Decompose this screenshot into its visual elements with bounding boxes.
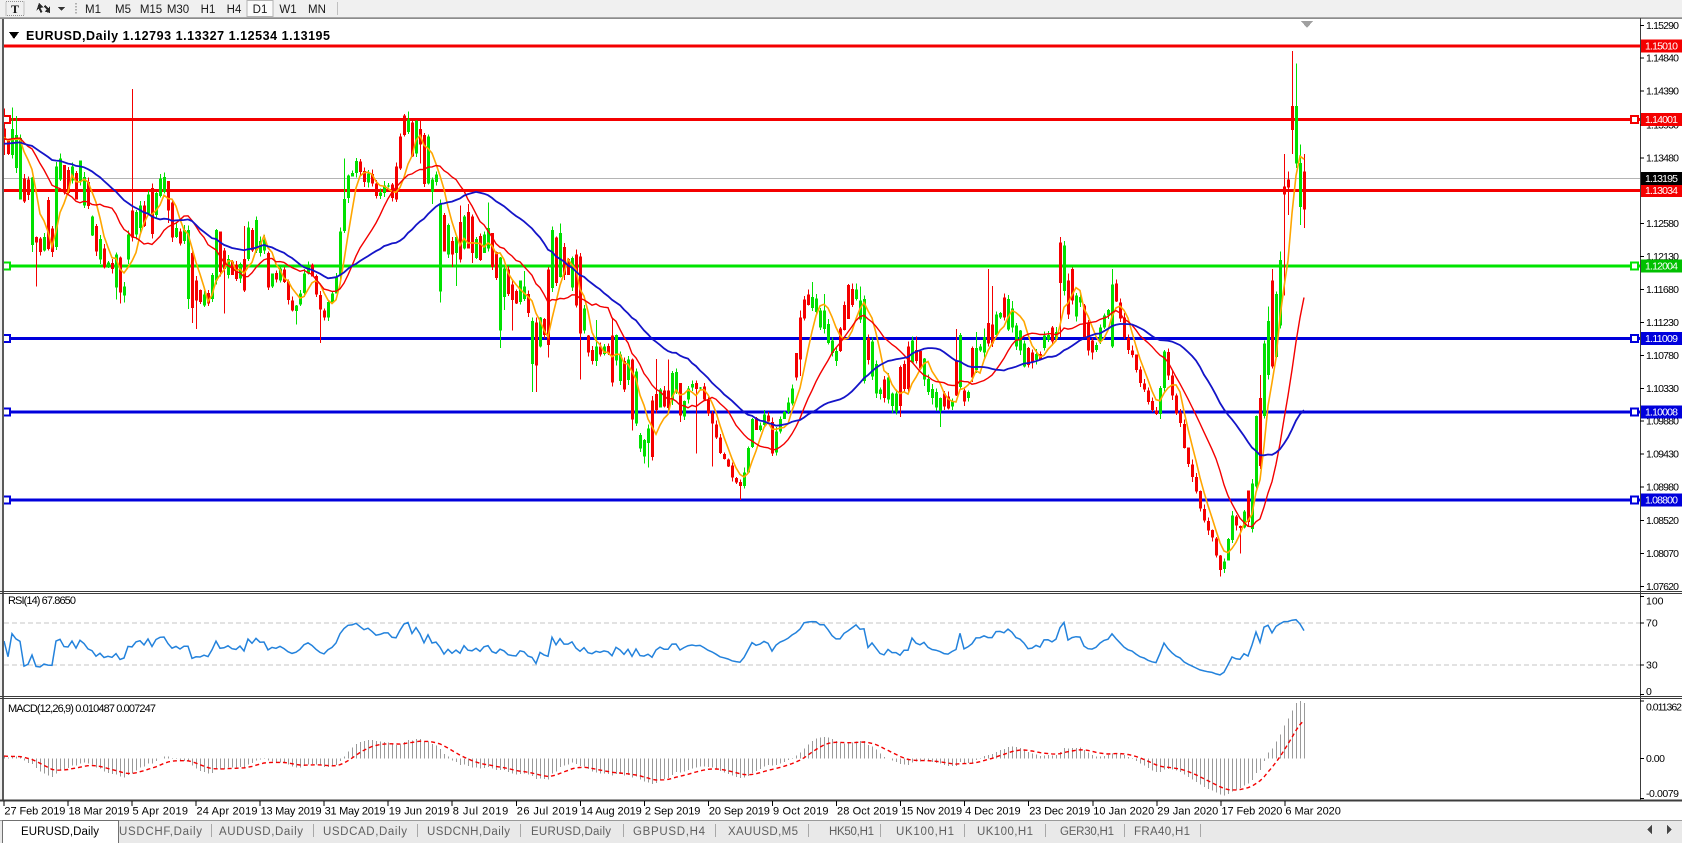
svg-text:1.11680: 1.11680 [1646, 284, 1679, 296]
svg-text:31 May 2019: 31 May 2019 [325, 806, 386, 818]
svg-text:MN: MN [308, 4, 326, 16]
svg-text:1.09430: 1.09430 [1646, 449, 1679, 461]
svg-text:1.08520: 1.08520 [1646, 515, 1679, 527]
svg-text:1.13480: 1.13480 [1646, 152, 1679, 164]
svg-text:6 Mar 2020: 6 Mar 2020 [1285, 806, 1341, 818]
svg-text:1.14390: 1.14390 [1646, 86, 1679, 98]
svg-text:XAUUSD,M5: XAUUSD,M5 [728, 826, 798, 838]
svg-text:29 Jan 2020: 29 Jan 2020 [1157, 806, 1218, 818]
svg-text:M30: M30 [167, 4, 189, 16]
svg-text:15 Nov 2019: 15 Nov 2019 [901, 806, 962, 818]
svg-text:1.14001: 1.14001 [1645, 114, 1678, 126]
svg-text:0.011362: 0.011362 [1646, 702, 1682, 714]
svg-text:M1: M1 [85, 4, 101, 16]
svg-text:1.15290: 1.15290 [1646, 20, 1679, 32]
svg-text:1.15010: 1.15010 [1645, 40, 1678, 52]
svg-text:18 Mar 2019: 18 Mar 2019 [69, 806, 130, 818]
svg-text:8 Jul 2019: 8 Jul 2019 [453, 806, 509, 818]
svg-text:-0.0079: -0.0079 [1646, 788, 1679, 800]
svg-text:W1: W1 [279, 4, 296, 16]
svg-text:1.11230: 1.11230 [1646, 317, 1679, 329]
svg-text:HK50,H1: HK50,H1 [829, 826, 874, 838]
svg-text:USDCHF,Daily: USDCHF,Daily [119, 826, 202, 838]
svg-text:5 Apr 2019: 5 Apr 2019 [133, 806, 189, 818]
svg-text:20 Sep 2019: 20 Sep 2019 [709, 806, 770, 818]
svg-text:1.10780: 1.10780 [1646, 350, 1679, 362]
svg-text:1.14840: 1.14840 [1646, 53, 1679, 65]
svg-text:USDCNH,Daily: USDCNH,Daily [427, 826, 510, 838]
svg-text:H4: H4 [227, 4, 242, 16]
svg-text:1.09880: 1.09880 [1646, 416, 1679, 428]
svg-text:1.08070: 1.08070 [1646, 548, 1679, 560]
svg-text:1.11009: 1.11009 [1645, 333, 1678, 345]
svg-text:100: 100 [1646, 596, 1664, 608]
svg-text:UK100,H1: UK100,H1 [896, 826, 954, 838]
svg-text:GER30,H1: GER30,H1 [1060, 826, 1114, 838]
svg-text:70: 70 [1646, 618, 1658, 630]
svg-text:1.08800: 1.08800 [1645, 495, 1678, 507]
svg-text:27 Feb 2019: 27 Feb 2019 [4, 806, 65, 818]
svg-text:1.13195: 1.13195 [1645, 173, 1678, 185]
svg-text:1.12580: 1.12580 [1646, 218, 1679, 230]
svg-text:1.08980: 1.08980 [1646, 482, 1679, 494]
svg-text:28 Oct 2019: 28 Oct 2019 [837, 806, 898, 818]
svg-text:0: 0 [1646, 686, 1652, 698]
svg-text:M15: M15 [140, 4, 162, 16]
svg-text:13 May 2019: 13 May 2019 [261, 806, 322, 818]
svg-text:10 Jan 2020: 10 Jan 2020 [1093, 806, 1154, 818]
svg-text:H1: H1 [201, 4, 216, 16]
svg-text:30: 30 [1646, 660, 1658, 672]
svg-text:M5: M5 [115, 4, 131, 16]
svg-text:1.10008: 1.10008 [1645, 406, 1678, 418]
svg-text:26 Jul 2019: 26 Jul 2019 [517, 806, 578, 818]
svg-text:EURUSD,Daily: EURUSD,Daily [531, 826, 611, 838]
svg-text:UK100,H1: UK100,H1 [977, 826, 1033, 838]
svg-text:17 Feb 2020: 17 Feb 2020 [1221, 806, 1282, 818]
svg-text:D1: D1 [253, 4, 268, 16]
svg-text:2 Sep 2019: 2 Sep 2019 [645, 806, 701, 818]
svg-text:AUDUSD,Daily: AUDUSD,Daily [219, 826, 303, 838]
svg-text:1.12004: 1.12004 [1645, 260, 1678, 272]
svg-text:1.10330: 1.10330 [1646, 383, 1679, 395]
svg-text:T: T [11, 2, 19, 16]
svg-text:RSI(14) 67.8650: RSI(14) 67.8650 [8, 595, 76, 607]
svg-text:USDCAD,Daily: USDCAD,Daily [323, 826, 407, 838]
svg-text:0.00: 0.00 [1646, 753, 1665, 765]
svg-text:24 Apr 2019: 24 Apr 2019 [197, 806, 258, 818]
svg-text:EURUSD,Daily 1.12793 1.13327: EURUSD,Daily 1.12793 1.13327 1.12534 1.1… [26, 29, 330, 43]
svg-text:EURUSD,Daily: EURUSD,Daily [21, 826, 99, 838]
svg-text:19 Jun 2019: 19 Jun 2019 [389, 806, 450, 818]
svg-text:MACD(12,26,9) 0.010487 0.00724: MACD(12,26,9) 0.010487 0.007247 [8, 703, 156, 715]
svg-text:GBPUSD,H4: GBPUSD,H4 [633, 826, 706, 838]
svg-text:FRA40,H1: FRA40,H1 [1134, 826, 1190, 838]
svg-text:1.07620: 1.07620 [1646, 581, 1679, 593]
svg-text:9 Oct 2019: 9 Oct 2019 [773, 806, 829, 818]
svg-text:14 Aug 2019: 14 Aug 2019 [581, 806, 642, 818]
svg-text:23 Dec 2019: 23 Dec 2019 [1029, 806, 1090, 818]
svg-text:1.13034: 1.13034 [1645, 185, 1678, 197]
svg-text:4 Dec 2019: 4 Dec 2019 [965, 806, 1021, 818]
